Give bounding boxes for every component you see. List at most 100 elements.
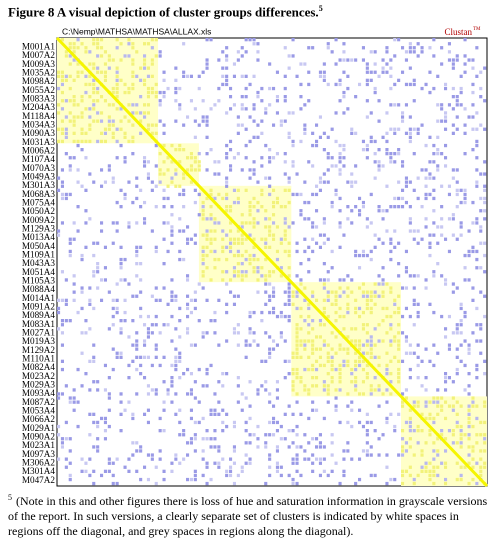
heatmap-cell — [252, 257, 256, 262]
heatmap-cell — [197, 367, 201, 372]
heatmap-cell — [76, 229, 80, 233]
heatmap-cell — [354, 205, 358, 209]
heatmap-cell — [326, 135, 330, 139]
brand-mark: TM — [473, 27, 481, 32]
heatmap-cell — [444, 437, 448, 441]
heatmap-cell — [459, 306, 463, 311]
heatmap-cell — [57, 86, 61, 91]
heatmap-cell — [424, 176, 428, 180]
heatmap-cell — [385, 416, 389, 421]
heatmap-cell — [178, 249, 182, 254]
heatmap-cell — [330, 205, 334, 209]
heatmap-cell — [256, 424, 260, 429]
heatmap-cell — [193, 396, 197, 400]
heatmap-cell — [275, 225, 279, 229]
heatmap-cell — [139, 449, 143, 453]
heatmap-cell — [225, 424, 229, 429]
heatmap-cell — [150, 457, 154, 461]
heatmap-cell — [326, 290, 330, 294]
heatmap-cell — [318, 278, 322, 282]
heatmap-cell — [326, 372, 330, 376]
heatmap-cell — [146, 331, 150, 335]
heatmap-cell — [412, 351, 416, 355]
heatmap-cell — [279, 266, 283, 270]
heatmap-cell — [96, 241, 100, 245]
heatmap-cell — [467, 424, 471, 429]
file-path: C:\Nemp\MATHSA\MATHSA\ALLAX.xls — [62, 26, 211, 36]
heatmap-cell — [88, 327, 92, 331]
heatmap-cell — [60, 139, 64, 144]
heatmap-cell — [186, 302, 190, 306]
heatmap-cell — [377, 274, 381, 278]
heatmap-cell — [131, 453, 135, 457]
heatmap-cell — [322, 343, 326, 347]
heatmap-cell — [463, 266, 467, 270]
heatmap-cell — [389, 412, 393, 416]
heatmap-cell — [432, 176, 436, 180]
heatmap-cell — [88, 62, 92, 66]
heatmap-cell — [189, 310, 193, 315]
heatmap-cell — [107, 457, 111, 461]
heatmap-cell — [307, 99, 311, 103]
heatmap-cell — [416, 176, 420, 180]
heatmap-cell — [346, 302, 350, 306]
heatmap-cell — [162, 221, 166, 225]
heatmap-cell — [213, 196, 217, 201]
heatmap-cell — [154, 314, 158, 319]
heatmap-cell — [479, 473, 483, 478]
heatmap-cell — [60, 437, 64, 441]
heatmap-cell — [189, 441, 193, 445]
heatmap-cell — [240, 103, 244, 107]
heatmap-cell — [408, 343, 412, 347]
heatmap-cell — [166, 221, 170, 225]
heatmap-cell — [311, 347, 315, 351]
heatmap-cell — [428, 46, 432, 50]
heatmap-cell — [467, 253, 471, 258]
heatmap-cell — [236, 237, 240, 241]
heatmap-cell — [232, 294, 236, 298]
heatmap-cell — [330, 363, 334, 368]
heatmap-cell — [193, 473, 197, 478]
heatmap-cell — [330, 290, 334, 294]
heatmap-cell — [393, 160, 397, 164]
heatmap-cell — [432, 473, 436, 478]
heatmap-cell — [135, 339, 139, 343]
heatmap-cell — [80, 351, 84, 355]
heatmap-cell — [170, 376, 174, 380]
heatmap-cell — [354, 95, 358, 99]
heatmap-cell — [334, 192, 338, 197]
heatmap-cell — [154, 164, 158, 168]
heatmap-cell — [260, 310, 264, 315]
row-label: M009A2 — [22, 215, 56, 225]
heatmap-cell — [150, 180, 154, 184]
heatmap-cell — [189, 237, 193, 241]
heatmap-cell — [428, 433, 432, 437]
heatmap-cell — [146, 172, 150, 176]
heatmap-cell — [346, 286, 350, 290]
heatmap-cell — [471, 249, 475, 254]
heatmap-cell — [432, 481, 436, 486]
heatmap-cell — [260, 266, 264, 270]
heatmap-cell — [354, 388, 358, 392]
heatmap-cell — [401, 469, 405, 473]
heatmap-cell — [100, 168, 104, 172]
row-label: M035A2 — [22, 67, 56, 77]
heatmap-cell — [373, 473, 377, 478]
footnote-marker: 5 — [8, 493, 12, 502]
heatmap-cell — [225, 473, 229, 478]
heatmap-cell — [322, 384, 326, 388]
heatmap-cell — [404, 103, 408, 107]
heatmap-cell — [338, 82, 342, 87]
heatmap-cell — [244, 249, 248, 254]
heatmap-cell — [209, 38, 213, 42]
heatmap-cell — [295, 347, 299, 351]
heatmap-cell — [107, 290, 111, 294]
row-label: M006A2 — [22, 145, 56, 155]
heatmap-cell — [260, 131, 264, 135]
heatmap-cell — [295, 400, 299, 404]
heatmap-cell — [338, 343, 342, 347]
heatmap-cell — [272, 237, 276, 241]
heatmap-cell — [483, 461, 487, 465]
heatmap-cell — [287, 111, 291, 115]
heatmap-cell — [139, 205, 143, 209]
